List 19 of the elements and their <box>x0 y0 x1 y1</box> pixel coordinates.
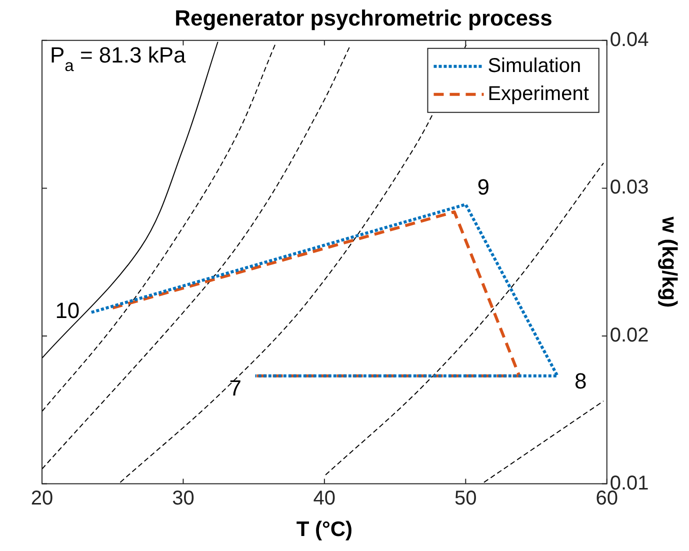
y-tick-label: 0.04 <box>610 28 649 51</box>
x-tick-label: 30 <box>172 487 194 510</box>
y-axis-title: w (kg/kg) <box>658 216 681 308</box>
x-tick-label: 50 <box>454 487 477 510</box>
legend-label: Experiment <box>488 82 590 105</box>
y-tick-label: 0.03 <box>610 176 649 199</box>
legend-label: Simulation <box>488 54 582 77</box>
chart-title: Regenerator psychrometric process <box>174 5 552 30</box>
line-series <box>325 162 604 476</box>
annotation: 9 <box>477 174 490 200</box>
line-series <box>42 44 276 412</box>
annotation: 8 <box>574 368 587 394</box>
y-tick-label: 0.02 <box>610 324 649 347</box>
annotation: 7 <box>229 375 242 400</box>
line-series <box>42 41 218 359</box>
x-axis-title: T (°C) <box>296 518 353 542</box>
annotation: 10 <box>55 298 80 323</box>
x-tick-label: 40 <box>313 487 336 510</box>
x-tick-label: 20 <box>30 487 54 510</box>
